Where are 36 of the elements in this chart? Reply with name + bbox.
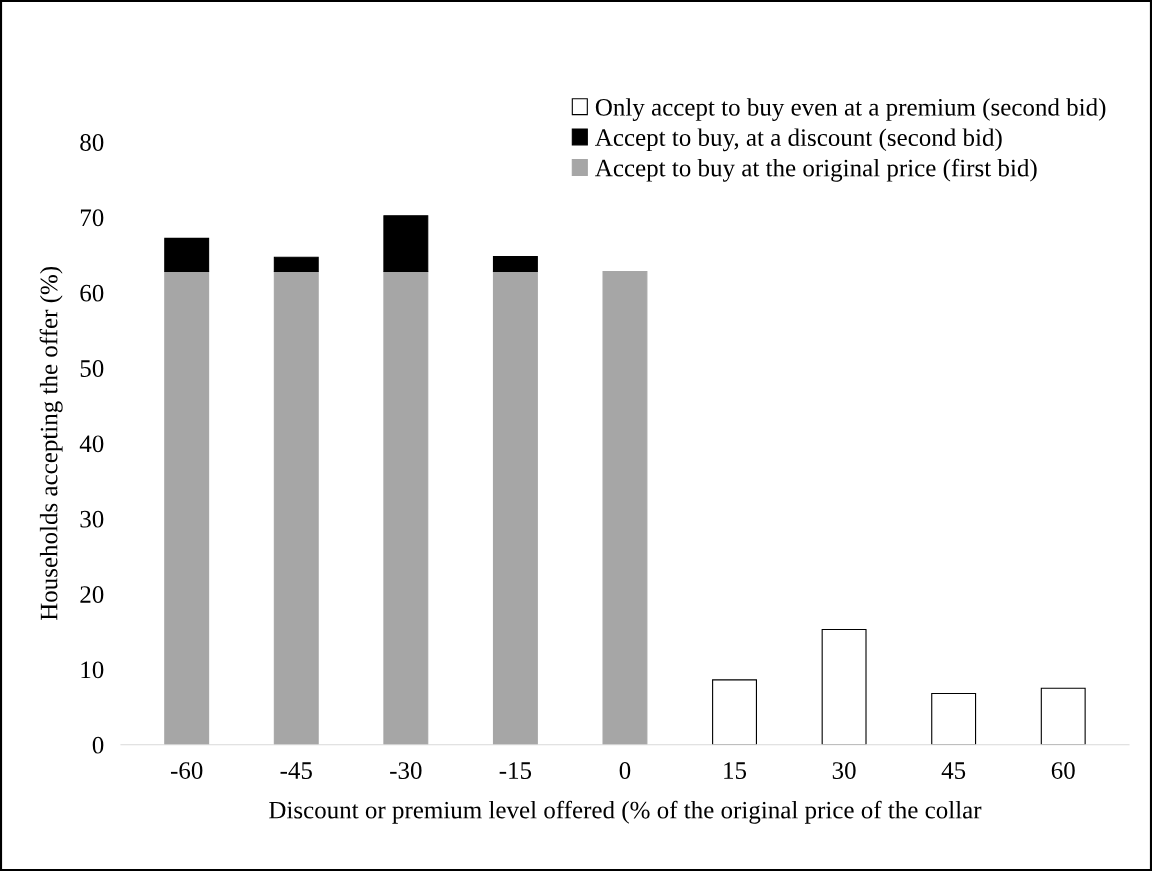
x-tick-label: -30 — [390, 762, 422, 779]
x-tick-label: 0 — [619, 762, 631, 779]
bar — [821, 628, 867, 745]
x-tick-label: 60 — [1051, 762, 1075, 779]
legend-label: Accept to buy, at a discount (second bid) — [595, 128, 1002, 152]
bar — [492, 271, 538, 745]
y-tick-label: 70 — [80, 209, 104, 227]
x-tick-label: 15 — [724, 762, 747, 779]
bar — [492, 255, 538, 273]
bar — [164, 271, 210, 745]
bar — [273, 256, 319, 273]
y-tick-label: 60 — [80, 284, 104, 302]
x-tick-label: -45 — [280, 762, 312, 779]
bar — [273, 271, 319, 745]
y-tick-label: 10 — [81, 661, 104, 679]
bar — [383, 215, 429, 273]
bar — [931, 692, 977, 745]
bar — [164, 237, 210, 273]
y-axis-title: Households accepting the offer (%) — [39, 266, 63, 621]
bar — [1040, 687, 1086, 745]
x-tick-label: -60 — [170, 762, 203, 779]
x-tick-label: 30 — [832, 762, 856, 779]
bar — [383, 271, 429, 745]
bar — [602, 271, 648, 745]
y-tick-label: 80 — [80, 134, 104, 151]
x-tick-label: 45 — [941, 762, 966, 779]
bar — [712, 679, 757, 745]
x-tick-label: -15 — [499, 762, 532, 779]
x-axis-title: Discount or premium level offered (% of the original price of the collar — [269, 800, 982, 824]
y-tick-label: 30 — [80, 510, 104, 528]
y-tick-label: 50 — [80, 360, 104, 377]
y-tick-label: 20 — [80, 586, 104, 603]
legend-label: Only accept to buy even at a premium (second bid) — [595, 98, 1106, 121]
y-tick-label: 40 — [79, 435, 104, 453]
legend-label: Accept to buy at the original price (first bid) — [595, 158, 1037, 182]
y-tick-label: 0 — [92, 736, 104, 754]
